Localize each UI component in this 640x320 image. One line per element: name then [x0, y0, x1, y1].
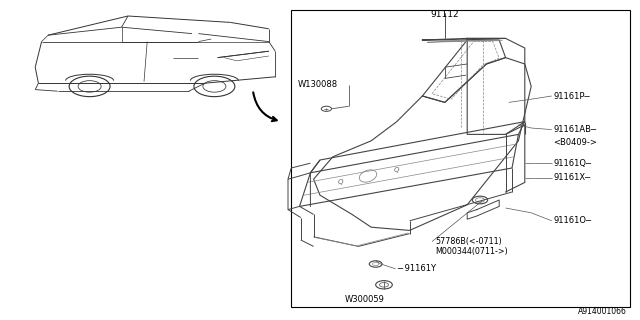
Ellipse shape: [359, 170, 377, 182]
Bar: [291, 10, 630, 307]
Circle shape: [369, 261, 382, 267]
Circle shape: [380, 283, 388, 287]
Text: ─ 91161Y: ─ 91161Y: [397, 264, 436, 273]
Text: A914001066: A914001066: [579, 308, 627, 316]
Text: M000344(0711->): M000344(0711->): [435, 247, 508, 256]
Text: 57786B(<-0711): 57786B(<-0711): [435, 237, 502, 246]
Circle shape: [372, 262, 379, 266]
Text: 91112: 91112: [431, 10, 459, 19]
Text: 91161P─: 91161P─: [554, 92, 590, 100]
Text: W130088: W130088: [298, 80, 338, 89]
Circle shape: [472, 196, 488, 204]
Text: 91161AB─: 91161AB─: [554, 125, 596, 134]
Text: 91161O─: 91161O─: [554, 216, 591, 225]
Circle shape: [203, 81, 226, 92]
Text: <B0409->: <B0409->: [554, 138, 598, 147]
Circle shape: [194, 76, 235, 97]
Text: W300059: W300059: [345, 295, 385, 304]
Circle shape: [78, 81, 101, 92]
Circle shape: [476, 198, 484, 202]
Text: Q: Q: [338, 180, 343, 185]
Text: Q: Q: [394, 167, 399, 172]
Text: 91161Q─: 91161Q─: [554, 159, 591, 168]
Circle shape: [69, 76, 110, 97]
Text: 91161X─: 91161X─: [554, 173, 591, 182]
Circle shape: [376, 281, 392, 289]
Circle shape: [321, 106, 332, 111]
